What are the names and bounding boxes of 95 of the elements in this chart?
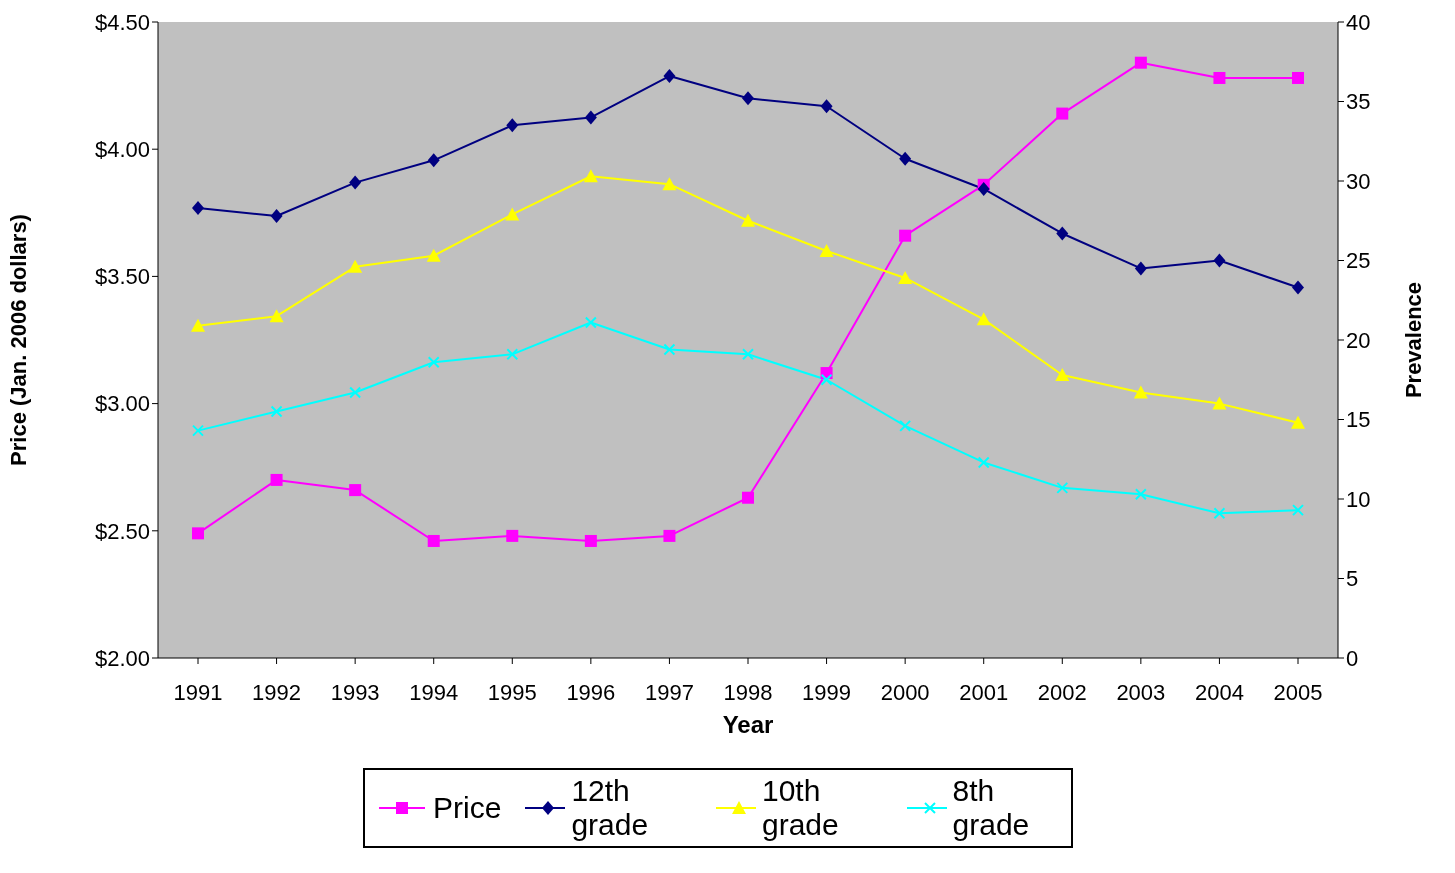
point bbox=[583, 169, 598, 183]
point bbox=[426, 248, 441, 262]
point bbox=[348, 259, 363, 273]
y-tick-label: $3.00 bbox=[94, 391, 150, 417]
x-tick-label: 1992 bbox=[252, 679, 302, 705]
y2-tick-label: 35 bbox=[1346, 89, 1371, 115]
y2-tick-label: 40 bbox=[1346, 9, 1371, 35]
y2-tick-label: 15 bbox=[1346, 407, 1371, 433]
y-tick-label: $3.50 bbox=[94, 264, 150, 290]
legend-label: Price bbox=[433, 791, 502, 825]
legend-label: 12th grade bbox=[571, 774, 650, 842]
point bbox=[1056, 481, 1069, 494]
point bbox=[1292, 280, 1304, 295]
point bbox=[1134, 56, 1147, 69]
point bbox=[663, 343, 676, 356]
point bbox=[584, 110, 597, 125]
point bbox=[977, 456, 990, 469]
point bbox=[584, 534, 597, 547]
x-tick-label: 2003 bbox=[1116, 679, 1166, 705]
point bbox=[427, 356, 440, 369]
point bbox=[899, 229, 912, 242]
point bbox=[663, 529, 676, 542]
point bbox=[1134, 261, 1147, 276]
point bbox=[663, 69, 676, 84]
x-tick-label: 2005 bbox=[1273, 679, 1323, 705]
point bbox=[427, 153, 440, 168]
y2-tick-label: 30 bbox=[1346, 168, 1371, 194]
x-tick-label: 1996 bbox=[566, 679, 616, 705]
point bbox=[1133, 385, 1148, 399]
point bbox=[820, 373, 833, 386]
legend-label: 8th grade bbox=[952, 774, 1031, 842]
point bbox=[1056, 107, 1069, 120]
point bbox=[191, 318, 205, 332]
point bbox=[820, 99, 833, 114]
x-tick-label: 1994 bbox=[409, 679, 459, 705]
point bbox=[742, 348, 754, 361]
point bbox=[270, 473, 283, 486]
point bbox=[742, 491, 754, 504]
x-tick-label: 1991 bbox=[173, 679, 223, 705]
point bbox=[349, 175, 362, 190]
y-tick-label: $4.00 bbox=[94, 137, 150, 163]
point bbox=[192, 201, 204, 216]
point bbox=[349, 386, 362, 399]
point bbox=[899, 151, 912, 166]
point bbox=[977, 181, 990, 196]
point bbox=[1055, 367, 1070, 381]
point bbox=[506, 529, 519, 542]
point bbox=[662, 177, 677, 191]
point bbox=[192, 527, 204, 540]
point bbox=[1291, 415, 1305, 429]
point bbox=[1292, 71, 1304, 84]
x-tick-label: 2002 bbox=[1037, 679, 1087, 705]
point bbox=[1292, 504, 1304, 517]
x-tick-label: 1995 bbox=[487, 679, 537, 705]
x-tick-label: 1999 bbox=[802, 679, 852, 705]
point bbox=[1213, 71, 1226, 84]
point bbox=[819, 243, 834, 257]
y2-tick-label: 10 bbox=[1346, 486, 1371, 512]
point bbox=[192, 424, 204, 437]
point bbox=[506, 348, 519, 361]
y2-tick-label: 20 bbox=[1346, 327, 1371, 353]
point bbox=[742, 91, 754, 106]
y2-axis-title: Prevalence bbox=[1400, 281, 1426, 399]
point bbox=[427, 534, 440, 547]
point bbox=[1056, 226, 1069, 241]
y2-tick-label: 5 bbox=[1346, 566, 1359, 592]
y2-tick-label: 25 bbox=[1346, 248, 1371, 274]
y-tick-label: $4.50 bbox=[94, 9, 150, 35]
y2-tick-label: 0 bbox=[1346, 645, 1359, 671]
y-tick-label: $2.50 bbox=[94, 518, 150, 544]
point bbox=[898, 270, 913, 284]
x-tick-label: 2004 bbox=[1194, 679, 1244, 705]
x-tick-label: 1997 bbox=[644, 679, 694, 705]
point bbox=[270, 405, 283, 418]
point bbox=[270, 208, 283, 223]
point bbox=[1213, 507, 1226, 520]
legend-label: 10th grade bbox=[761, 774, 840, 842]
point bbox=[505, 207, 520, 221]
point bbox=[349, 484, 362, 497]
y-tick-label: $2.00 bbox=[94, 645, 150, 671]
point bbox=[1212, 396, 1227, 410]
x-tick-label: 2000 bbox=[880, 679, 930, 705]
point bbox=[1213, 253, 1226, 268]
x-tick-label: 1993 bbox=[330, 679, 380, 705]
point bbox=[269, 309, 284, 323]
x-tick-label: 2001 bbox=[959, 679, 1009, 705]
x-tick-label: 1998 bbox=[723, 679, 773, 705]
point bbox=[1134, 488, 1147, 501]
point bbox=[584, 316, 597, 329]
x-axis-title: Year bbox=[722, 711, 774, 738]
y-axis-title: Price (Jan. 2006 dollars) bbox=[5, 214, 31, 466]
point bbox=[506, 118, 519, 133]
point bbox=[899, 419, 912, 432]
point bbox=[741, 213, 755, 227]
point bbox=[976, 312, 991, 326]
